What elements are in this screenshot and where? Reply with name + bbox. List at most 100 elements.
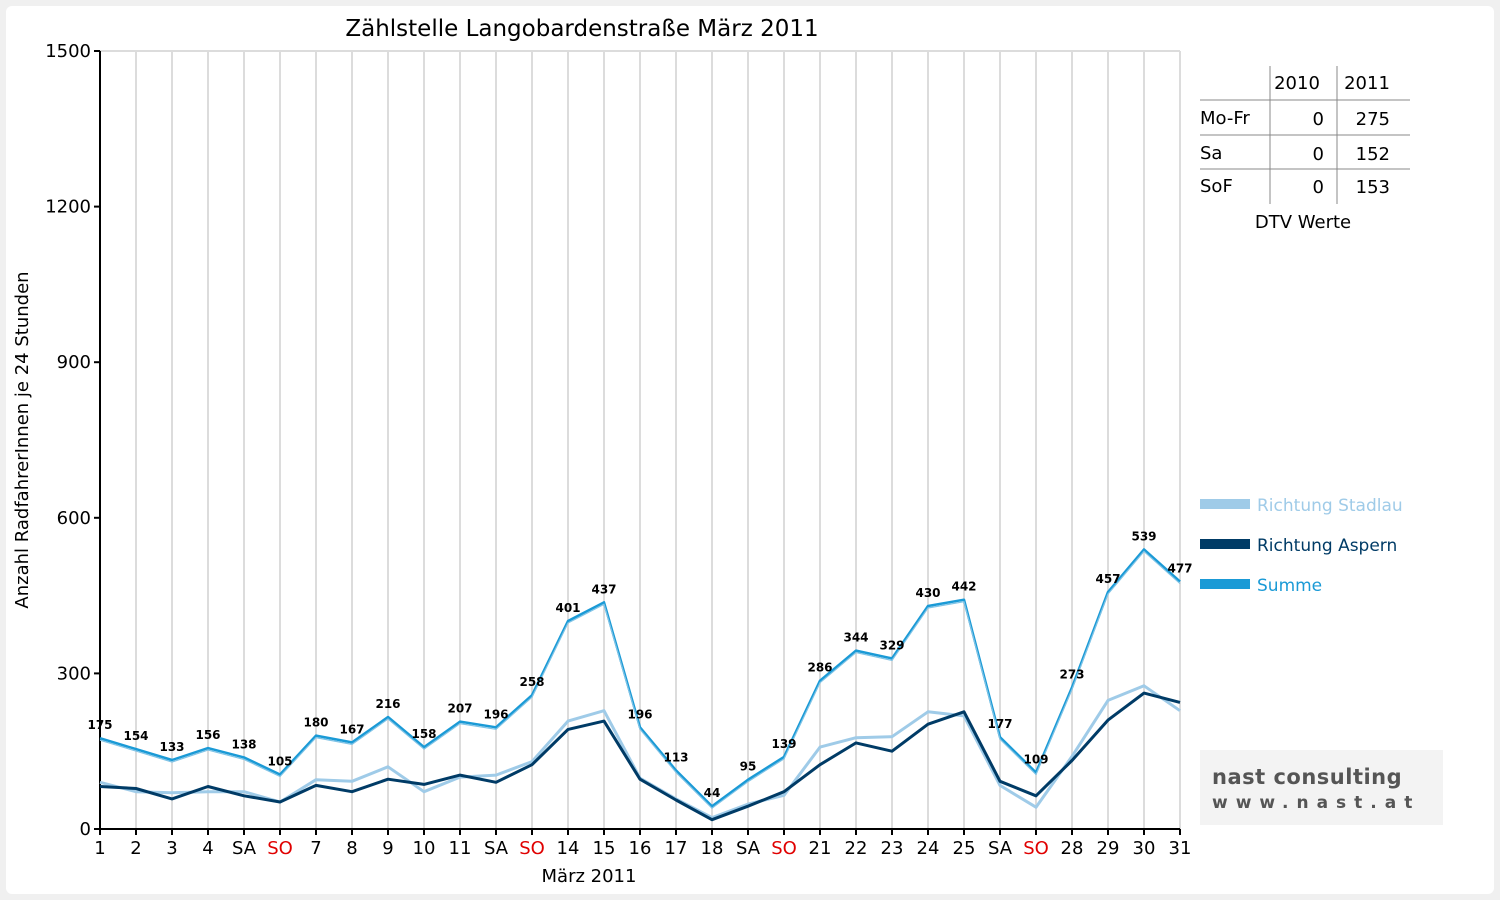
x-tick-label: 17 [665, 838, 688, 859]
dtv-cell: 152 [1356, 144, 1390, 165]
dtv-cell: 0 [1313, 177, 1324, 198]
nast-logo: nast consulting www.nast.at [1200, 750, 1443, 825]
series-line-shadow [99, 550, 1181, 809]
legend-swatch [1200, 539, 1250, 549]
series-line [99, 691, 1181, 822]
y-axis-ticks: 0 300 600 900 1200 1500 [45, 41, 100, 840]
x-axis-label: März 2011 [542, 866, 637, 887]
x-tick-label: 30 [1133, 838, 1156, 859]
data-label: 437 [591, 582, 616, 596]
chart-title: Zählstelle Langobardenstraße März 2011 [345, 16, 818, 42]
data-label: 258 [519, 675, 544, 689]
data-label: 457 [1095, 572, 1120, 586]
x-tick-label: 31 [1169, 838, 1192, 859]
grid [100, 50, 1181, 829]
x-tick-label: 25 [953, 838, 976, 859]
x-tick-label: 16 [629, 838, 652, 859]
legend-label: Summe [1257, 576, 1322, 596]
x-tick-label: 24 [917, 838, 940, 859]
y-tick-label: 0 [80, 819, 91, 840]
data-label: 133 [159, 740, 184, 754]
series-lines [99, 548, 1181, 822]
data-label: 216 [375, 697, 400, 711]
data-label: 44 [704, 786, 721, 800]
data-label: 95 [740, 760, 757, 774]
x-tick-label: SA [484, 838, 509, 859]
y-tick-label: 1500 [45, 41, 91, 62]
data-label: 167 [339, 722, 364, 736]
x-tick-label: 29 [1097, 838, 1120, 859]
y-tick-label: 600 [57, 508, 91, 529]
x-axis-ticks: 1 2 3 4 SA SO 7 8 9 10 11 SA SO 14 15 16 17 18 SA SO 21 22 23 2… [94, 829, 1191, 859]
dtv-cell: 0 [1313, 144, 1324, 165]
x-tick-label: SA [232, 838, 257, 859]
x-tick-label: 22 [845, 838, 868, 859]
data-label: 196 [627, 707, 652, 721]
dtv-cell: 0 [1313, 109, 1324, 130]
data-label: 138 [231, 737, 256, 751]
x-tick-label: 10 [413, 838, 436, 859]
x-tick-label: SA [736, 838, 761, 859]
dtv-col-2010: 2010 [1274, 73, 1320, 94]
logo-background [1200, 750, 1443, 825]
legend-label: Richtung Stadlau [1257, 496, 1403, 516]
data-label: 329 [879, 638, 904, 652]
x-tick-label: 3 [166, 838, 177, 859]
data-label: 273 [1059, 667, 1084, 681]
data-label: 113 [663, 750, 688, 764]
y-tick-label: 900 [57, 352, 91, 373]
x-tick-label: 1 [94, 838, 105, 859]
x-tick-label: SO [267, 838, 293, 859]
chart-panel [6, 6, 1494, 894]
x-tick-label: 2 [130, 838, 141, 859]
x-tick-label: 7 [310, 838, 321, 859]
y-tick-label: 1200 [45, 197, 91, 218]
legend-label: Richtung Aspern [1257, 536, 1397, 556]
dtv-cell: 275 [1356, 109, 1390, 130]
data-label: 105 [267, 755, 292, 769]
y-axis-label: Anzahl RadfahrerInnen je 24 Stunden [12, 271, 33, 608]
legend-swatch [1200, 579, 1250, 589]
data-label: 109 [1023, 752, 1048, 766]
data-label: 430 [915, 586, 940, 600]
data-label: 154 [123, 729, 148, 743]
dtv-caption: DTV Werte [1255, 212, 1351, 233]
data-label: 442 [951, 580, 976, 594]
x-tick-label: 18 [701, 838, 724, 859]
x-tick-label: SO [771, 838, 797, 859]
x-tick-label: SA [988, 838, 1013, 859]
dtv-row-label: Mo-Fr [1200, 108, 1250, 129]
dtv-row-label: Sa [1200, 143, 1222, 164]
dtv-cell: 153 [1356, 177, 1390, 198]
logo-main-text: nast consulting [1212, 765, 1402, 789]
data-label: 344 [843, 631, 868, 645]
dtv-table: 2010 2011 Mo-Fr 0 275 Sa 0 152 SoF 0 153… [1200, 66, 1410, 233]
x-tick-label: 15 [593, 838, 616, 859]
data-label: 539 [1131, 529, 1156, 543]
legend: Richtung Stadlau Richtung Aspern Summe [1200, 496, 1403, 596]
x-tick-label: 8 [346, 838, 357, 859]
data-label: 401 [555, 601, 580, 615]
data-label: 207 [447, 702, 472, 716]
dtv-row-label: SoF [1200, 176, 1233, 197]
data-label: 156 [195, 728, 220, 742]
x-tick-label: 4 [202, 838, 213, 859]
data-label: 286 [807, 661, 832, 675]
x-tick-label: 11 [449, 838, 472, 859]
data-label: 177 [987, 717, 1012, 731]
logo-sub-text: www.nast.at [1212, 793, 1420, 813]
x-tick-label: SO [1023, 838, 1049, 859]
data-label: 477 [1167, 562, 1192, 576]
dtv-col-2011: 2011 [1344, 73, 1390, 94]
data-label: 175 [87, 718, 112, 732]
data-label: 139 [771, 737, 796, 751]
x-tick-label: 23 [881, 838, 904, 859]
data-label: 196 [483, 707, 508, 721]
x-tick-label: 28 [1061, 838, 1084, 859]
x-tick-label: SO [519, 838, 545, 859]
x-tick-label: 21 [809, 838, 832, 859]
legend-swatch [1200, 499, 1250, 509]
x-tick-label: 9 [382, 838, 393, 859]
